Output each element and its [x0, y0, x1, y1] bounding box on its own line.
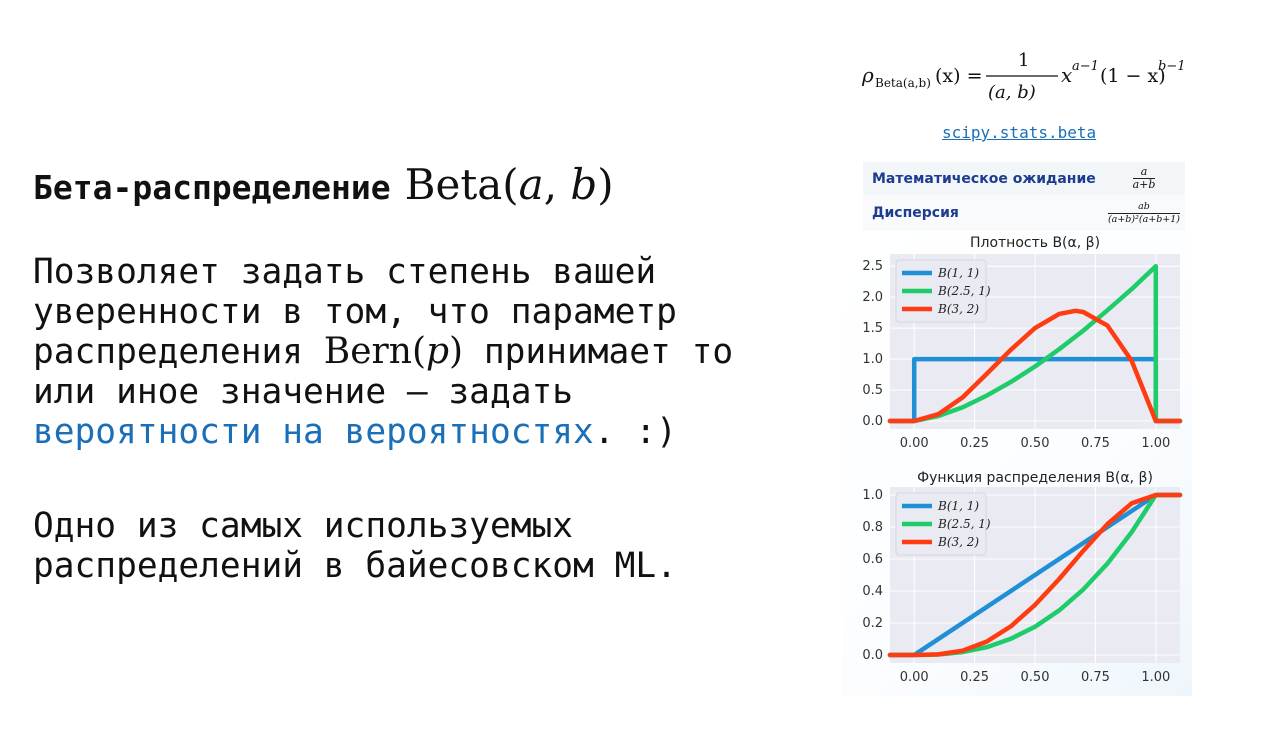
x-tick-label: 0.75	[1081, 670, 1110, 685]
formula-exp-a: a−1	[1072, 59, 1099, 74]
formula-x: x	[1061, 63, 1072, 87]
formula-arg: (x) =	[935, 65, 983, 87]
usage-paragraph: Одно из самых используемых распределений…	[33, 506, 793, 586]
y-tick-label: 0.2	[862, 616, 883, 631]
x-tick-label: 0.50	[1021, 670, 1050, 685]
chart-title: Плотность B(α, β)	[970, 235, 1100, 251]
beta-pdf-formula: ρ Beta(a,b) (x) = 1 𝒝(a, b) x a−1 (1 − x…	[862, 44, 1192, 106]
legend-label: B(2.5, 1)	[937, 517, 991, 531]
charts-panel: Плотность B(α, β) 0.00 0.25 0.50 0.75 1.00 0.0…	[842, 232, 1192, 696]
x-tick-label: 0.25	[960, 670, 989, 685]
x-tick-label: 1.00	[1141, 670, 1170, 685]
property-value: a a+b	[1103, 166, 1185, 191]
property-label: Математическое ожидание	[863, 171, 1103, 187]
y-tick-label: 0.0	[862, 648, 883, 663]
slide-title: Бета-распределение Beta(a, b)	[33, 160, 614, 209]
x-tick-label: 0.25	[960, 436, 989, 451]
chart-title: Функция распределения B(α, β)	[917, 470, 1153, 486]
legend-label: B(1, 1)	[937, 499, 979, 513]
y-tick-label: 0.5	[862, 383, 883, 398]
y-tick-label: 1.0	[862, 488, 883, 503]
formula-denominator: 𝒝(a, b)	[988, 82, 1036, 103]
description-paragraph: Позволяет задать степень вашей увереннос…	[33, 252, 793, 452]
properties-table: Математическое ожидание a a+b Дисперсия a…	[863, 162, 1185, 231]
x-tick-label: 1.00	[1141, 436, 1170, 451]
legend-label: B(3, 2)	[937, 302, 979, 316]
y-tick-label: 0.4	[862, 584, 883, 599]
x-tick-label: 0.75	[1081, 436, 1110, 451]
y-tick-label: 2.5	[862, 259, 883, 274]
y-tick-label: 2.0	[862, 290, 883, 305]
property-value: ab (a+b)²(a+b+1)	[1103, 201, 1185, 226]
y-tick-label: 0.8	[862, 520, 883, 535]
x-tick-label: 0.50	[1021, 436, 1050, 451]
formula-subscript: Beta(a,b)	[875, 76, 931, 90]
legend-label: B(1, 1)	[937, 266, 979, 280]
y-tick-label: 1.5	[862, 321, 883, 336]
x-tick-label: 0.00	[900, 436, 929, 451]
formula-mid: (1 − x)	[1100, 65, 1166, 87]
y-tick-label: 0.6	[862, 552, 883, 567]
legend-label: B(2.5, 1)	[937, 284, 991, 298]
formula-exp-b: b−1	[1158, 59, 1186, 74]
title-text: Бета-распределение	[33, 168, 391, 207]
x-tick-label: 0.00	[900, 670, 929, 685]
formula-numerator: 1	[1018, 50, 1029, 71]
formula-rho: ρ	[862, 63, 874, 87]
y-tick-label: 0.0	[862, 414, 883, 429]
title-math: Beta(a, b)	[405, 160, 614, 209]
property-row-variance: Дисперсия ab (a+b)²(a+b+1)	[863, 195, 1185, 231]
bern-math: Bern(p)	[324, 331, 463, 372]
property-row-mean: Математическое ожидание a a+b	[863, 162, 1185, 195]
property-label: Дисперсия	[863, 205, 1103, 221]
probabilities-link[interactable]: вероятности на вероятностях	[33, 412, 594, 452]
scipy-stats-beta-link[interactable]: scipy.stats.beta	[942, 123, 1096, 142]
legend-label: B(3, 2)	[937, 535, 979, 549]
y-tick-label: 1.0	[862, 352, 883, 367]
charts-svg: Плотность B(α, β) 0.00 0.25 0.50 0.75 1.00 0.0…	[842, 232, 1192, 696]
